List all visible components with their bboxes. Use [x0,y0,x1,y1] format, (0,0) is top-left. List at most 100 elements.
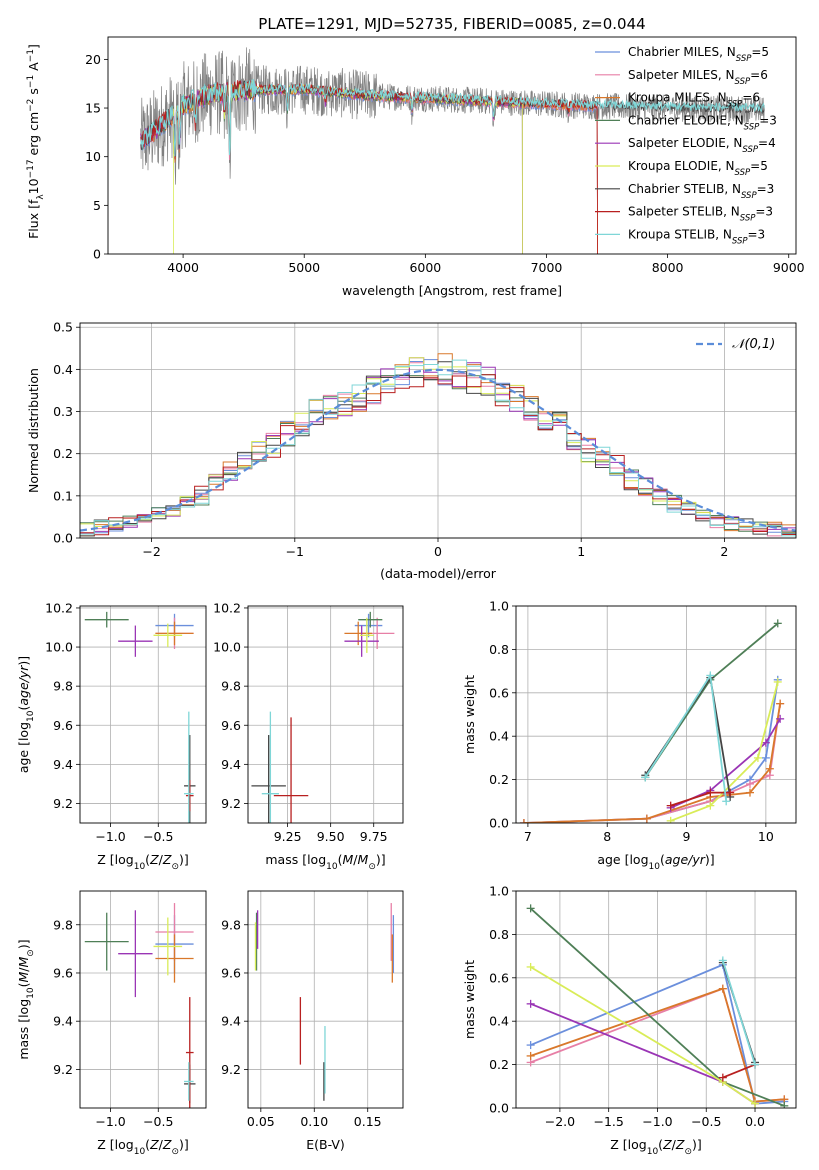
point-marker-salpeter_miles [745,779,754,788]
y-axis-label-part: ⊙ [26,949,36,957]
x-axis-label-part: 10 [647,1147,659,1157]
errorbar-point-salpeter_stelib [273,717,309,823]
y-axis-label: age [log10(age/yr)] [16,656,36,773]
legend-label-salpeter_elodie: Salpeter ELODIE, NSSP=4 [628,136,776,155]
x-axis-label: E(B-V) [306,1137,345,1152]
y-tick-label: 0.4 [53,362,73,377]
point-marker-kroupa_elodie [666,816,675,823]
y-axis-label-part: ( [16,983,31,988]
errorbar-point-chabrier_elodie [358,611,383,628]
errorbar-point-salpeter_elodie [118,910,153,998]
x-tick-label: 8000 [652,260,684,275]
errorbar-point-salpeter_elodie [118,625,153,657]
legend-subscript: SSP [727,100,743,110]
x-tick-label: 1 [577,544,585,559]
spectrum-plot-area [140,47,765,254]
x-tick-label: −1.0 [642,1114,672,1129]
errorbar-point-chabrier_elodie [84,912,129,971]
y-tick-label: 9.2 [53,1062,73,1077]
y-tick-label: 10 [85,149,101,164]
x-axis-label-part: ( [660,852,665,867]
y-tick-label: 0.0 [489,1101,509,1116]
point-marker-chabrier_elodie [526,904,535,913]
y-tick-label: 10.0 [45,640,73,655]
x-tick-label: 8 [603,829,611,844]
y-tick-label: 9.8 [221,917,241,932]
x-axis-label-part: ⊙ [171,1147,179,1157]
mass_vs_ebv-plot-area [254,903,395,1101]
spectrum-panel: 4000 5000 6000 7000 8000 9000 0 5 10 15 20 [85,36,805,275]
y-tick-label: 9.4 [53,1014,73,1029]
legend-text: Kroupa MILES, N [628,91,727,105]
mass_vs_Z-frame [79,890,207,1109]
x-tick-label: −2 [142,544,160,559]
y-tick-label: 0.8 [489,927,509,942]
errorbar-point-kroupa_elodie [359,617,374,653]
errorbar-point-kroupa_stelib [184,711,194,823]
y-tick-label: 9.8 [53,917,73,932]
y-axis-label-part: M [16,956,31,967]
legend-subscript: SSP [741,191,757,201]
x-axis-label-part: Z [log [97,852,133,867]
age_vs_Z-panel: −1.0 −0.5 9.2 9.4 9.6 9.8 10.0 10.2 [45,600,207,844]
x-axis-label-part: Z [149,1137,159,1152]
y-axis-label-part: )] [16,939,31,949]
point-marker-chabrier_miles [526,1041,535,1050]
mass_vs_Z-plot-area [84,903,196,1108]
x-axis-label-part: Z [662,1137,672,1152]
x-axis-label: Z [log10(Z/Z⊙)] [97,1137,189,1157]
x-axis-label-part: ( [145,852,150,867]
errorbar-point-chabrier_stelib [251,735,286,823]
y-axis-label-part: 10 [26,178,41,194]
y-tick-label: 0.4 [489,1014,509,1029]
x-axis-label-part: Z [675,1137,685,1152]
legend-count: =3 [757,182,775,196]
legend-label-kroupa_stelib: Kroupa STELIB, NSSP=3 [628,227,765,246]
y-tick-label: 9.6 [221,965,241,980]
y-tick-label: 0.6 [489,970,509,985]
y-axis-label-part: )] [16,656,31,666]
series-line-chabrier_miles [530,963,785,1105]
point-marker-kroupa_miles [776,699,785,708]
point-marker-kroupa_elodie [753,753,762,762]
x-axis-label-part: age/yr [665,852,706,867]
errorbar-point-salpeter_elodie [344,625,379,657]
point-marker-chabrier_elodie [780,1101,789,1108]
x-tick-label: −2.0 [545,1114,575,1129]
point-marker-chabrier_miles [761,753,770,762]
legend-count: =6 [750,68,768,82]
y-tick-label: 10.2 [45,600,73,615]
x-axis-label-part: ⊙ [368,862,376,872]
x-tick-label: −1.0 [95,1114,125,1129]
errorbar-point-kroupa_miles [155,621,194,646]
y-axis-label-part: ] [26,44,41,49]
legend-text: Chabrier STELIB, N [628,182,741,196]
point-marker-salpeter_elodie [761,738,770,747]
x-axis-label-part: )] [692,1137,702,1152]
legend-label-chabrier_stelib: Chabrier STELIB, NSSP=3 [628,182,774,201]
legend-subscript: SSP [735,77,751,87]
y-tick-label: 1.0 [489,599,509,614]
y-tick-label: 9.8 [53,679,73,694]
x-axis-label-part: )] [179,852,189,867]
y-tick-label: 9.6 [53,965,73,980]
y-axis-label-part: A [26,62,41,75]
x-axis-label-part: )] [705,852,715,867]
y-axis-label-part: ( [16,706,31,711]
y-tick-label: 0.1 [53,488,73,503]
x-axis-label-part: 10 [326,862,338,872]
x-tick-label: 0.05 [247,1114,275,1129]
point-marker-kroupa_miles [526,1051,535,1060]
y-axis-label-part: / [16,967,31,972]
point-marker-kroupa_elodie [706,801,715,810]
y-tick-label: 0.5 [53,320,73,335]
y-axis-label-part: Flux [f [26,199,41,239]
x-axis-label: Z [log10(Z/Z⊙)] [97,852,189,872]
legend-label-normal: 𝒩(0,1) [732,337,775,352]
legend-label-chabrier_miles: Chabrier MILES, NSSP=5 [628,45,769,64]
x-axis-label-part: ( [145,1137,150,1152]
errorbar-point-kroupa_elodie [153,623,183,648]
legend-count: =5 [751,45,769,59]
